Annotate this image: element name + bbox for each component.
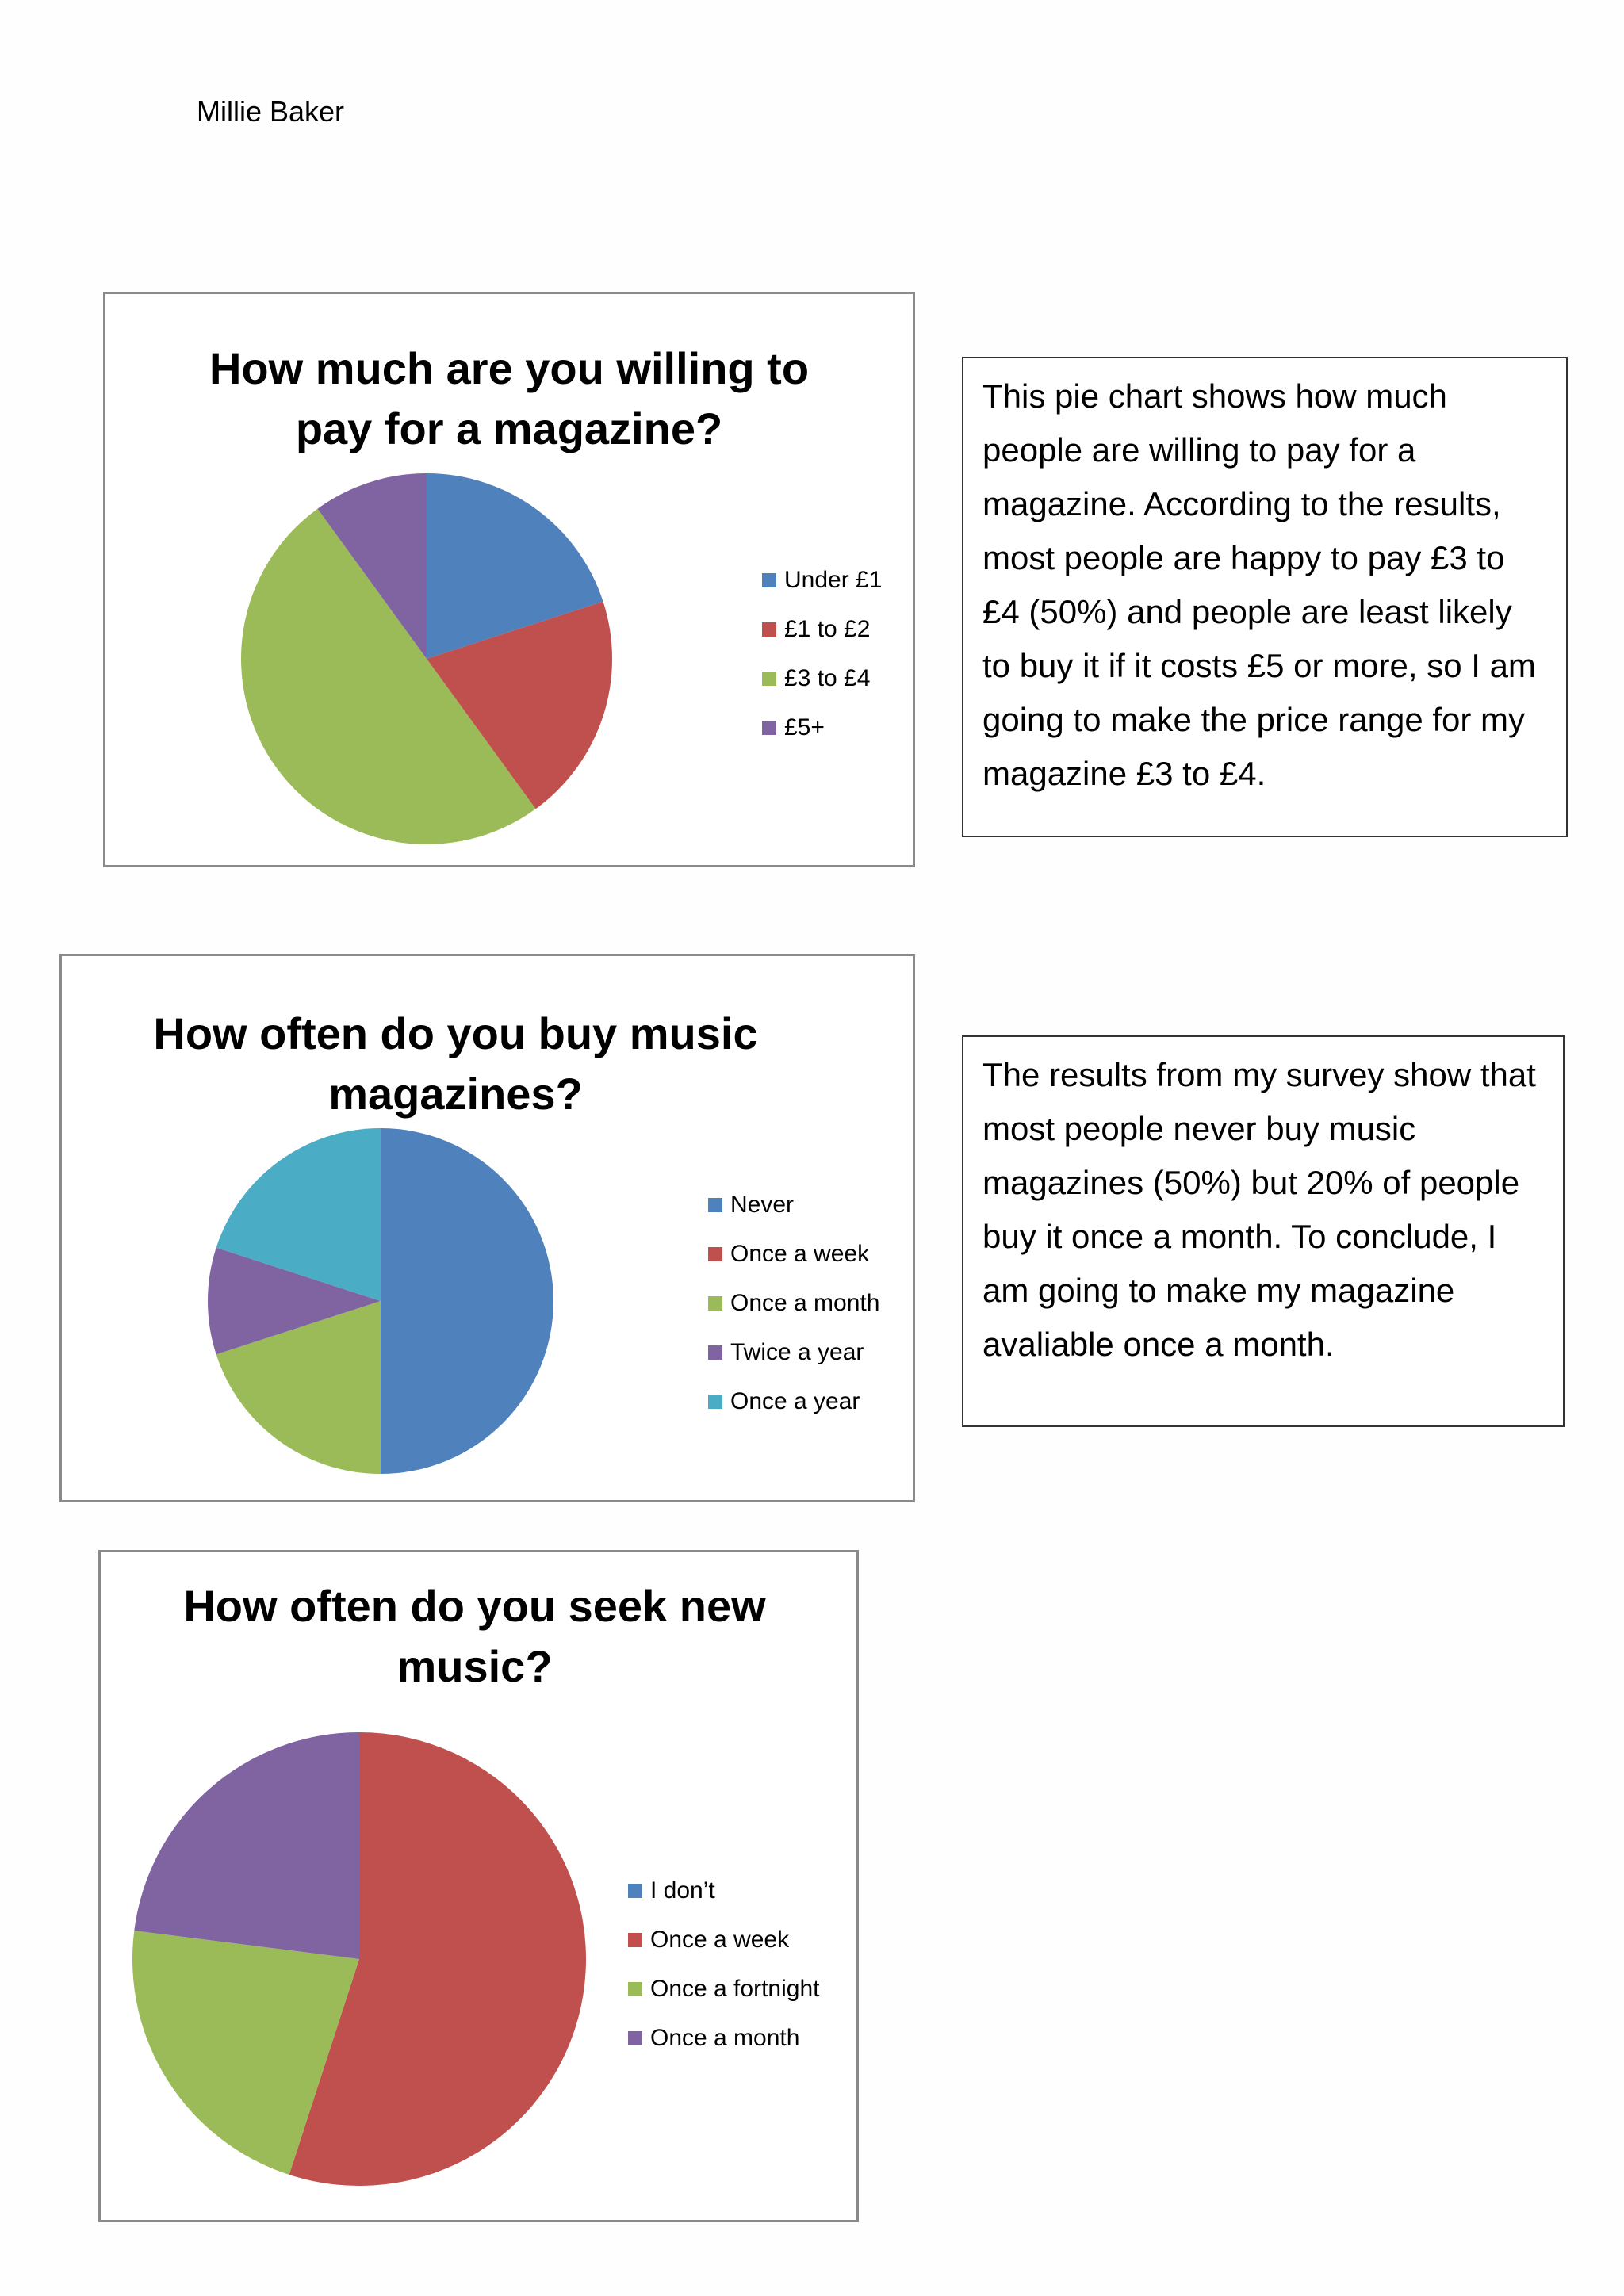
legend-item: Once a year	[708, 1377, 879, 1426]
legend-swatch	[628, 1933, 642, 1947]
legend-item: Once a month	[708, 1279, 879, 1328]
chart-price-willingness: How much are you willing to pay for a ma…	[103, 292, 915, 867]
legend-swatch	[708, 1395, 722, 1409]
legend-item: I don’t	[628, 1866, 819, 1915]
pie-slice-once-a-month	[216, 1301, 381, 1474]
legend-swatch	[628, 2031, 642, 2045]
legend-item: Under £1	[762, 556, 882, 605]
legend-item: £1 to £2	[762, 605, 882, 654]
chart-title: How often do you buy music magazines?	[153, 1008, 758, 1119]
commentary-box-price: This pie chart shows how much people are…	[962, 357, 1568, 837]
legend-swatch	[628, 1982, 642, 1996]
legend-label: Twice a year	[730, 1339, 864, 1365]
chart-new-music-frequency: How often do you seek new music? I don’t…	[98, 1550, 859, 2222]
legend-item: Once a week	[628, 1915, 819, 1965]
legend-label: Never	[730, 1192, 795, 1218]
commentary-box-frequency: The results from my survey show that mos…	[962, 1035, 1565, 1427]
pie-slice--5-	[317, 473, 427, 659]
legend-swatch	[708, 1296, 722, 1311]
legend-swatch	[762, 622, 776, 637]
chart-legend: Never Once a week Once a month Twice a year…	[708, 1181, 879, 1426]
legend-label: Once a month	[650, 2025, 800, 2051]
pie-slice-once-a-fortnight	[132, 1931, 360, 2175]
legend-item: Once a fortnight	[628, 1965, 819, 2014]
legend-swatch	[762, 573, 776, 587]
chart-magazine-frequency: How often do you buy music magazines? Ne…	[59, 954, 915, 1502]
pie-chart	[132, 1732, 587, 2186]
author-name: Millie Baker	[197, 95, 345, 128]
legend-item: Twice a year	[708, 1328, 879, 1377]
legend-label: £3 to £4	[784, 665, 871, 691]
chart-title: How much are you willing to pay for a ma…	[209, 343, 810, 453]
legend-item: Once a month	[628, 2014, 819, 2063]
legend-label: Once a week	[650, 1927, 790, 1953]
legend-label: Under £1	[784, 567, 883, 593]
pie-slice-once-a-year	[216, 1128, 381, 1301]
pie-slice--3-to-4	[241, 508, 536, 844]
legend-label: £5+	[784, 714, 825, 740]
legend-label: Once a fortnight	[650, 1976, 820, 2002]
legend-swatch	[708, 1345, 722, 1360]
legend-swatch	[762, 721, 776, 735]
pie-slice-never	[381, 1128, 553, 1474]
legend-item: Once a week	[708, 1230, 879, 1279]
pie-slice-under-1	[427, 473, 603, 659]
legend-item: Never	[708, 1181, 879, 1230]
pie-slice-once-a-week	[289, 1732, 587, 2186]
pie-slice-twice-a-year	[208, 1247, 381, 1355]
pie-slice-once-a-month	[134, 1732, 359, 1959]
legend-label: Once a month	[730, 1290, 880, 1316]
pie-slice--1-to-2	[427, 601, 613, 809]
legend-label: £1 to £2	[784, 616, 871, 642]
legend-swatch	[708, 1198, 722, 1212]
pie-chart	[208, 1128, 553, 1474]
legend-item: £3 to £4	[762, 654, 882, 703]
legend-swatch	[628, 1884, 642, 1898]
legend-label: I don’t	[650, 1877, 715, 1904]
legend-label: Once a year	[730, 1388, 860, 1414]
chart-legend: Under £1 £1 to £2 £3 to £4 £5+	[762, 556, 882, 752]
legend-item: £5+	[762, 703, 882, 752]
chart-title: How often do you seek new music?	[183, 1581, 766, 1691]
chart-legend: I don’t Once a week Once a fortnight Once a…	[628, 1866, 819, 2063]
legend-label: Once a week	[730, 1241, 870, 1267]
legend-swatch	[708, 1247, 722, 1261]
legend-swatch	[762, 672, 776, 686]
pie-chart	[241, 473, 613, 844]
